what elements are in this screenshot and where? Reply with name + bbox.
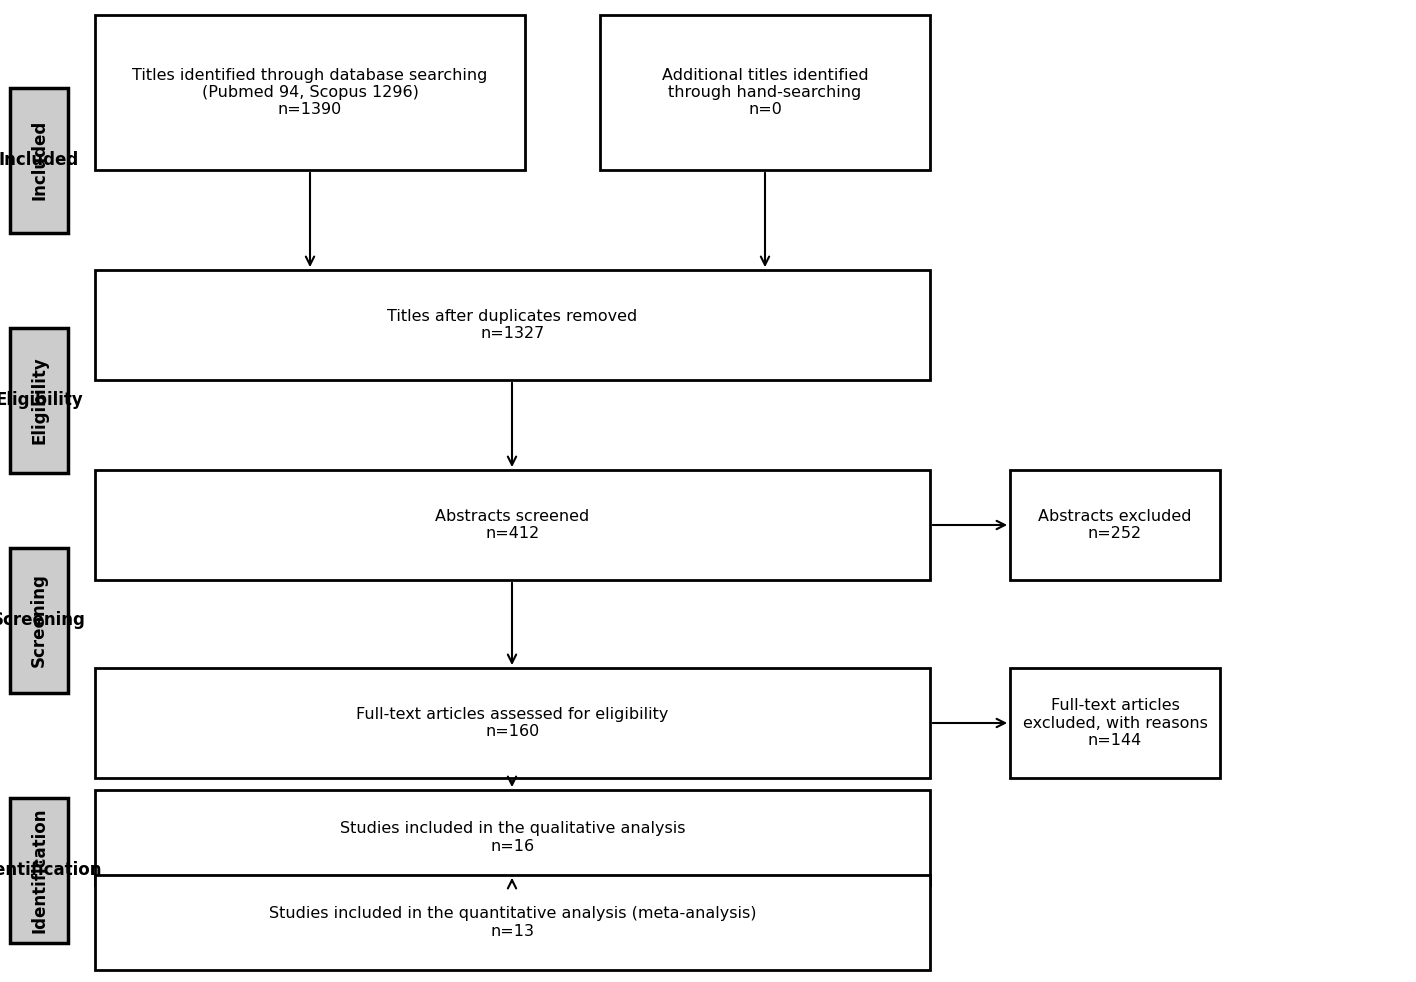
- Text: Studies included in the quantitative analysis (meta-analysis)
n=13: Studies included in the quantitative ana…: [269, 906, 756, 939]
- Text: Full-text articles
excluded, with reasons
n=144: Full-text articles excluded, with reason…: [1022, 698, 1208, 748]
- Text: Abstracts excluded
n=252: Abstracts excluded n=252: [1038, 509, 1192, 541]
- Text: Identification: Identification: [30, 807, 48, 933]
- Bar: [95, 15, 525, 170]
- Bar: [600, 15, 930, 170]
- Bar: [10, 88, 68, 233]
- Text: Additional titles identified
through hand-searching
n=0: Additional titles identified through han…: [661, 68, 868, 118]
- Text: Studies included in the qualitative analysis
n=16: Studies included in the qualitative anal…: [340, 821, 685, 853]
- Bar: [10, 328, 68, 473]
- Bar: [95, 270, 930, 380]
- Bar: [10, 548, 68, 693]
- Bar: [1010, 668, 1221, 778]
- Text: Abstracts screened
n=412: Abstracts screened n=412: [435, 509, 589, 541]
- Text: Titles after duplicates removed
n=1327: Titles after duplicates removed n=1327: [388, 308, 637, 341]
- Bar: [95, 790, 930, 885]
- Bar: [95, 668, 930, 778]
- Text: Identification: Identification: [0, 861, 102, 879]
- Text: Eligibility: Eligibility: [0, 391, 84, 409]
- Text: Included: Included: [30, 120, 48, 200]
- Text: Titles identified through database searching
(Pubmed 94, Scopus 1296)
n=1390: Titles identified through database searc…: [132, 68, 487, 118]
- Bar: [95, 875, 930, 970]
- Text: Eligibility: Eligibility: [30, 356, 48, 444]
- Bar: [95, 470, 930, 580]
- Bar: [10, 798, 68, 943]
- Bar: [1010, 470, 1221, 580]
- Text: Full-text articles assessed for eligibility
n=160: Full-text articles assessed for eligibil…: [357, 707, 668, 739]
- Text: Screening: Screening: [0, 611, 86, 629]
- Text: Included: Included: [0, 151, 79, 169]
- Text: Screening: Screening: [30, 573, 48, 667]
